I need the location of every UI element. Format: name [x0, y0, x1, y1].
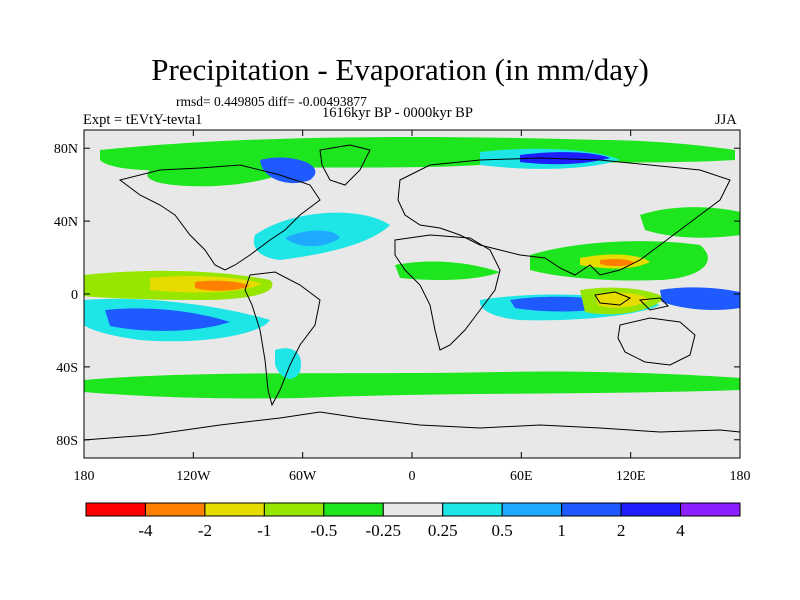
coast-antarctica — [84, 411, 740, 441]
colorbar-label: 2 — [617, 521, 626, 540]
colorbar-label: -0.25 — [366, 521, 401, 540]
coast-africa — [394, 234, 501, 351]
colorbar-label: -4 — [138, 521, 153, 540]
colorbar-swatch — [680, 502, 741, 517]
lon-tick-label: 120E — [616, 469, 646, 484]
field-patch-arctic-blue — [260, 157, 316, 184]
colorbar-swatch — [85, 502, 146, 517]
colorbar-label: -1 — [257, 521, 271, 540]
period-label: 1616kyr BP - 0000kyr BP — [322, 105, 473, 121]
coast-eurasia — [397, 157, 731, 276]
lat-tick-label: 40N — [54, 215, 78, 230]
colorbar-label: -2 — [198, 521, 212, 540]
lon-tick-label: 60W — [289, 469, 317, 484]
chart-title: Precipitation - Evaporation (in mm/day) — [151, 52, 649, 87]
field-patch-natl-blue — [285, 230, 340, 247]
coast-south-america — [244, 271, 321, 407]
lat-tick-label: 40S — [56, 361, 78, 376]
lon-tick-label: 180 — [730, 469, 751, 484]
colorbar-swatch — [501, 502, 563, 517]
colorbar-label: 0.25 — [428, 521, 458, 540]
field-patch-southern — [84, 371, 740, 399]
colorbar-label: 4 — [676, 521, 685, 540]
colorbar-swatch — [204, 502, 265, 517]
colorbar-label: 1 — [557, 521, 566, 540]
experiment-label: Expt = tEVtY-tevta1 — [83, 112, 203, 128]
coastlines — [84, 144, 740, 441]
lat-tick-label: 0 — [71, 288, 78, 303]
colorbar-label: -0.5 — [310, 521, 337, 540]
coast-australia — [617, 317, 696, 366]
field-patch-monsoon-red — [600, 259, 635, 267]
colorbar-label: 0.5 — [492, 521, 513, 540]
coast-indonesia — [594, 291, 669, 311]
field-contours — [84, 137, 740, 399]
colorbar-swatch — [263, 502, 325, 517]
field-patch-siberia-blue — [520, 152, 610, 165]
colorbar-swatch — [620, 502, 682, 517]
colorbar-swatch — [382, 502, 444, 517]
colorbar: -4 -2 -1 -0.5 -0.25 0.25 0.5 1 2 4 — [85, 502, 741, 540]
season-label: JJA — [715, 112, 737, 128]
field-patch-spac-blue — [105, 308, 230, 331]
field-patch-itcz-pac-red — [195, 280, 250, 291]
field-patch-africa — [395, 261, 500, 280]
lat-tick-label: 80S — [56, 434, 78, 449]
stats-label: rmsd= 0.449805 diff= -0.00493877 — [176, 94, 367, 109]
colorbar-swatch — [144, 502, 206, 517]
coast-north-america — [118, 164, 321, 271]
lon-tick-label: 180 — [74, 469, 95, 484]
lon-tick-label: 120W — [176, 469, 211, 484]
lat-tick-label: 80N — [54, 142, 78, 157]
colorbar-swatch — [323, 502, 384, 517]
lon-tick-label: 60E — [510, 469, 533, 484]
coast-greenland — [319, 144, 371, 186]
colorbar-swatch — [561, 502, 622, 517]
lon-tick-label: 0 — [409, 469, 416, 484]
colorbar-swatch — [442, 502, 503, 517]
map-axes: 80N 40N 0 40S 80S 180 120W 60W 0 60E 120E 180 — [54, 130, 751, 484]
field-patch-wpac — [660, 287, 740, 310]
